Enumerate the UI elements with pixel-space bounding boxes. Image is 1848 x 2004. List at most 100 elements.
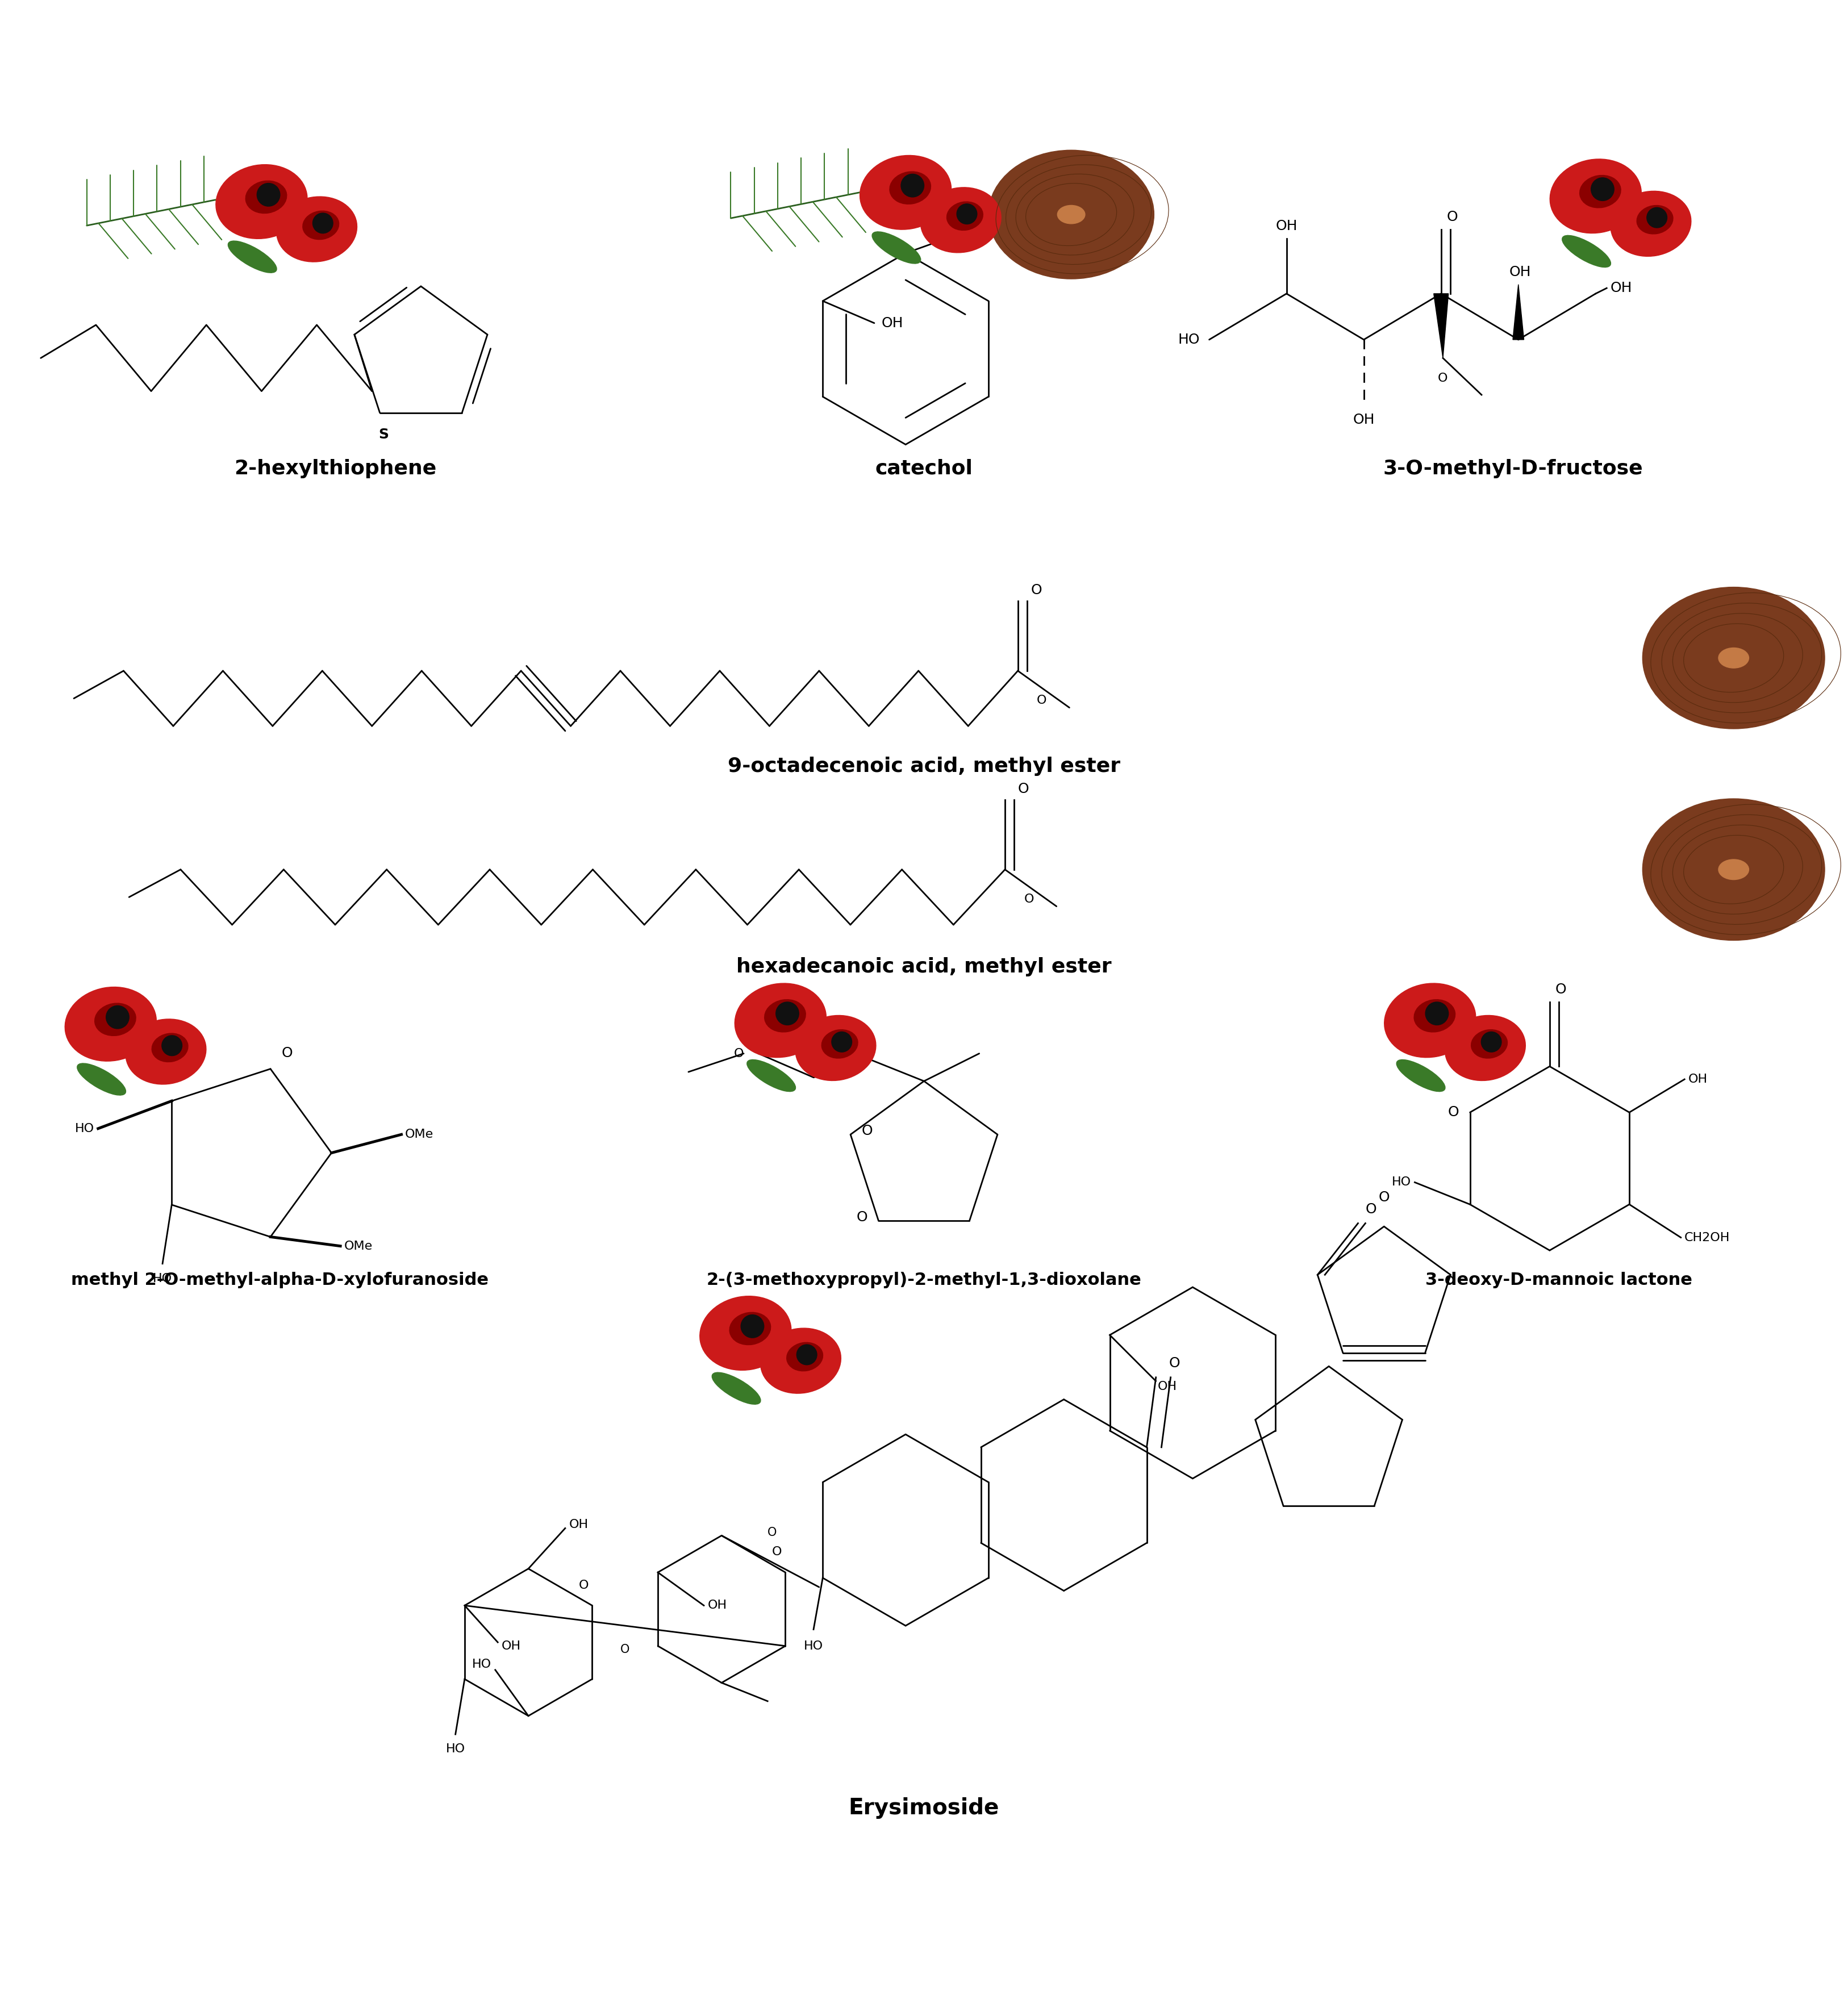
Ellipse shape [711, 1373, 761, 1405]
Text: 3-O-methyl-D-fructose: 3-O-methyl-D-fructose [1382, 459, 1643, 479]
Text: OH: OH [1610, 281, 1632, 295]
Text: O: O [1556, 982, 1567, 996]
Ellipse shape [889, 172, 931, 204]
Circle shape [1591, 178, 1613, 200]
Ellipse shape [730, 1313, 771, 1345]
Ellipse shape [1397, 1060, 1445, 1092]
Text: HO: HO [445, 1743, 466, 1756]
Text: Erysimoside: Erysimoside [848, 1798, 1000, 1820]
Text: HO: HO [804, 1641, 822, 1651]
Ellipse shape [1580, 174, 1621, 208]
Text: O: O [1024, 894, 1033, 906]
Circle shape [1647, 208, 1667, 228]
Text: methyl 2-O-methyl-alpha-D-xylofuranoside: methyl 2-O-methyl-alpha-D-xylofuranoside [72, 1273, 488, 1289]
Text: HO: HO [1179, 333, 1199, 347]
Text: O: O [734, 1048, 743, 1060]
Ellipse shape [1637, 204, 1672, 234]
Text: S: S [379, 427, 388, 441]
Circle shape [257, 182, 279, 206]
Ellipse shape [760, 1329, 841, 1393]
Ellipse shape [822, 1030, 857, 1058]
Text: OH: OH [881, 317, 904, 331]
Text: hexadecanoic acid, methyl ester: hexadecanoic acid, methyl ester [736, 958, 1112, 976]
Text: 2-hexylthiophene: 2-hexylthiophene [235, 459, 436, 479]
Ellipse shape [872, 232, 920, 265]
Ellipse shape [152, 1034, 188, 1062]
Circle shape [312, 212, 333, 232]
Ellipse shape [859, 156, 952, 230]
Ellipse shape [227, 240, 277, 273]
Text: catechol: catechol [876, 459, 972, 479]
Ellipse shape [1414, 1000, 1454, 1032]
Text: 2-(3-methoxypropyl)-2-methyl-1,3-dioxolane: 2-(3-methoxypropyl)-2-methyl-1,3-dioxola… [706, 1273, 1142, 1289]
Text: O: O [1366, 1202, 1377, 1216]
Text: O: O [578, 1579, 588, 1591]
Text: OH: OH [569, 1519, 588, 1531]
Circle shape [105, 1006, 129, 1028]
Text: OH: OH [1353, 413, 1375, 427]
Ellipse shape [1562, 234, 1611, 267]
Ellipse shape [1611, 190, 1691, 257]
Text: OH: OH [1510, 265, 1532, 279]
Text: O: O [1168, 1357, 1179, 1371]
Ellipse shape [747, 1060, 796, 1092]
Ellipse shape [1471, 1030, 1508, 1058]
Ellipse shape [216, 164, 307, 238]
Text: O: O [1379, 1190, 1390, 1204]
Text: 3-deoxy-D-mannoic lactone: 3-deoxy-D-mannoic lactone [1425, 1273, 1693, 1289]
Text: CH2OH: CH2OH [1685, 1232, 1730, 1242]
Text: O: O [1447, 1106, 1458, 1118]
Text: O: O [1447, 210, 1458, 224]
Text: O: O [621, 1643, 630, 1655]
Ellipse shape [65, 986, 157, 1062]
Text: O: O [767, 1527, 776, 1539]
Text: HO: HO [473, 1659, 492, 1669]
Ellipse shape [795, 1016, 876, 1080]
Text: O: O [861, 1124, 872, 1138]
Text: O: O [1037, 695, 1046, 705]
Text: 9-octadecenoic acid, methyl ester: 9-octadecenoic acid, methyl ester [728, 758, 1120, 776]
Text: O: O [856, 1210, 867, 1224]
Circle shape [796, 1345, 817, 1365]
Ellipse shape [1550, 158, 1641, 232]
Text: O: O [1018, 782, 1029, 796]
Circle shape [1425, 1002, 1449, 1024]
Text: OH: OH [965, 228, 987, 242]
Polygon shape [1514, 285, 1525, 339]
Ellipse shape [78, 1064, 126, 1096]
Circle shape [1482, 1032, 1501, 1052]
Ellipse shape [246, 180, 286, 212]
Text: HO: HO [1392, 1176, 1412, 1188]
Circle shape [957, 204, 978, 224]
Circle shape [741, 1315, 763, 1339]
Ellipse shape [277, 196, 357, 263]
Ellipse shape [126, 1018, 207, 1084]
Circle shape [776, 1002, 798, 1024]
Ellipse shape [303, 210, 338, 240]
Circle shape [902, 174, 924, 196]
Circle shape [832, 1032, 852, 1052]
Polygon shape [1434, 295, 1449, 359]
Text: OH: OH [1157, 1381, 1177, 1393]
Text: O: O [1031, 583, 1042, 597]
Ellipse shape [1643, 800, 1824, 940]
Ellipse shape [787, 1343, 822, 1371]
Text: OH: OH [708, 1599, 726, 1611]
Text: OH: OH [501, 1641, 521, 1651]
Ellipse shape [1719, 860, 1748, 880]
Circle shape [163, 1036, 183, 1056]
Text: HO: HO [76, 1122, 94, 1134]
Text: O: O [772, 1547, 782, 1557]
Ellipse shape [946, 202, 983, 230]
Ellipse shape [765, 1000, 806, 1032]
Text: O: O [1438, 373, 1447, 385]
Text: O: O [281, 1046, 292, 1060]
Ellipse shape [700, 1297, 791, 1371]
Ellipse shape [736, 984, 826, 1058]
Ellipse shape [1719, 647, 1748, 667]
Ellipse shape [94, 1004, 137, 1036]
Text: HO: HO [153, 1273, 172, 1285]
Text: OMe: OMe [405, 1128, 434, 1140]
Ellipse shape [989, 150, 1153, 279]
Ellipse shape [1057, 204, 1085, 224]
